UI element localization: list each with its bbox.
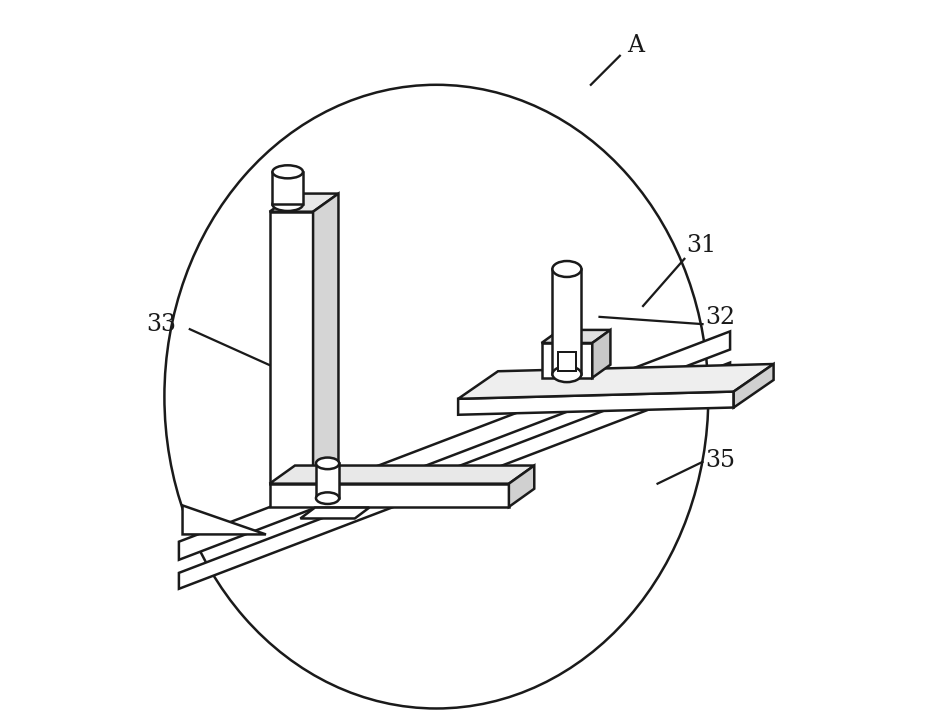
Ellipse shape [552,261,582,277]
Polygon shape [272,172,303,205]
Text: 32: 32 [705,306,735,329]
Text: 34: 34 [705,379,735,402]
Ellipse shape [316,492,340,504]
Polygon shape [269,465,535,483]
Polygon shape [734,364,774,408]
Polygon shape [269,194,339,212]
Polygon shape [458,392,734,415]
Polygon shape [313,194,339,483]
Text: A: A [628,34,644,58]
Text: 31: 31 [687,234,717,256]
Polygon shape [269,212,313,483]
Polygon shape [509,465,535,507]
Polygon shape [269,483,509,507]
Polygon shape [592,330,611,378]
Polygon shape [179,363,730,589]
Text: 35: 35 [705,449,735,472]
Polygon shape [541,330,611,343]
Polygon shape [552,269,582,374]
Polygon shape [300,507,370,518]
Ellipse shape [272,198,303,211]
Polygon shape [183,505,266,534]
Polygon shape [558,352,576,371]
Text: 33: 33 [146,313,176,336]
Polygon shape [458,364,774,399]
Polygon shape [316,463,340,498]
Ellipse shape [316,458,340,469]
Polygon shape [541,343,592,378]
Ellipse shape [272,165,303,178]
Ellipse shape [552,366,582,382]
Polygon shape [179,331,730,560]
